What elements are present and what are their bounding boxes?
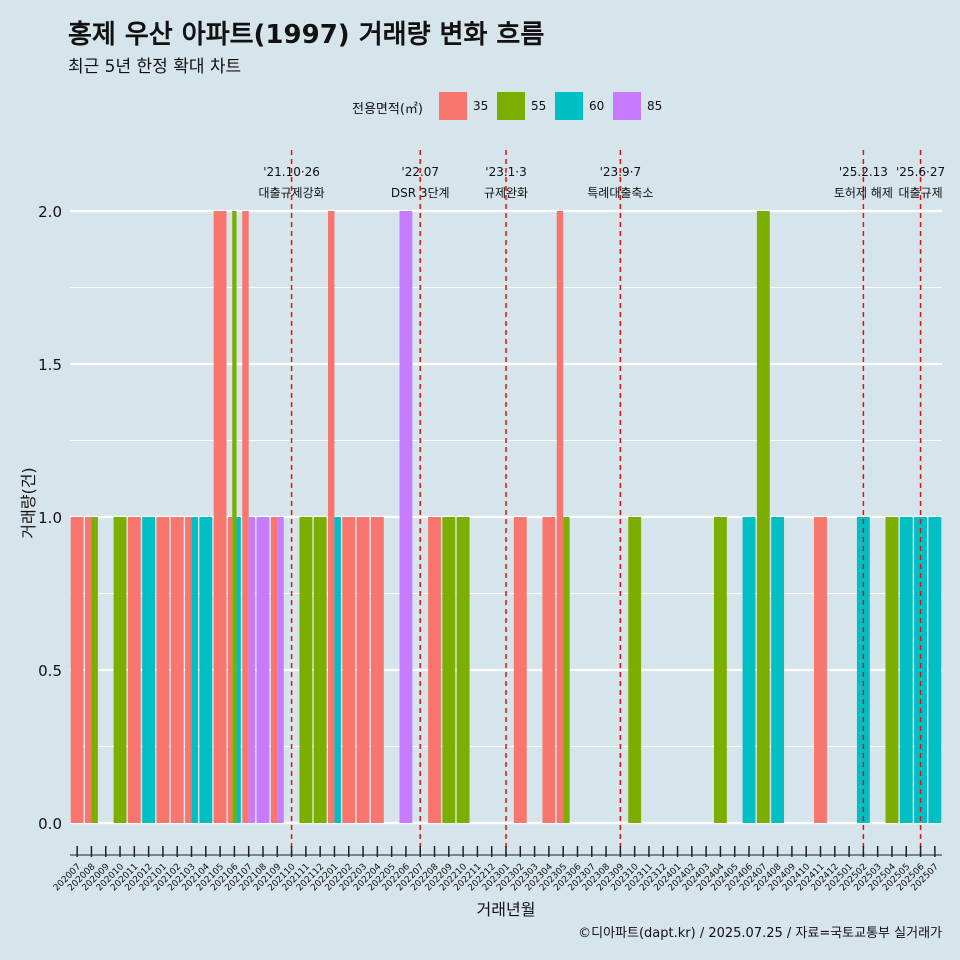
bar-202008-55 (91, 517, 98, 823)
x-axis-label: 거래년월 (477, 900, 536, 919)
bar-202201-35 (328, 211, 335, 823)
bar-202106-55 (232, 211, 237, 823)
bar-202302-35 (513, 517, 527, 823)
event-label-202301: 규제완화 (484, 186, 528, 200)
bar-202208-35 (428, 517, 441, 823)
bar-202305-55 (563, 517, 570, 823)
bar-202111-55 (299, 517, 313, 823)
event-date-202207: '22.07 (401, 165, 439, 179)
y-tick-label: 0.0 (38, 815, 62, 833)
bar-202101-35 (156, 517, 170, 823)
legend-swatch-55 (497, 92, 525, 120)
legend-title: 전용면적(㎡) (352, 102, 423, 117)
event-date-202110: '21.10·26 (263, 165, 320, 179)
event-date-202309: '23.9·7 (600, 165, 641, 179)
bar-202107-35 (242, 211, 249, 823)
bar-202404-55 (713, 517, 727, 823)
bar-202411-35 (814, 517, 827, 823)
event-label-202110: 대출규제강화 (258, 186, 324, 200)
chart-title: 홍제 우산 아파트(1997) 거래량 변화 흐름 (68, 20, 545, 50)
event-label-202207: DSR 3단계 (391, 186, 450, 200)
event-date-202301: '23.1·3 (485, 165, 526, 179)
bar-202202-35 (342, 517, 356, 823)
bar-202206-85 (399, 211, 413, 823)
bar-202210-55 (456, 517, 470, 823)
bar-202103-35 (185, 517, 192, 823)
bar-202108-85 (256, 517, 270, 823)
y-tick-label: 1.0 (38, 509, 62, 527)
legend-label-60: 60 (589, 99, 605, 113)
source-caption: ©디아파트(dapt.kr) / 2025.07.25 / 자료=국토교통부 실… (578, 926, 942, 941)
bar-202504-55 (885, 517, 899, 823)
bar-202012-60 (142, 517, 156, 823)
legend-label-55: 55 (531, 99, 547, 113)
bar-202506-60 (914, 517, 927, 823)
legend-label-85: 85 (647, 99, 663, 113)
bar-202408-60 (771, 517, 785, 823)
bar-202203-35 (356, 517, 370, 823)
bar-202304-35 (542, 517, 556, 823)
bar-202106-60 (236, 517, 241, 823)
bar-202305-35 (556, 211, 564, 823)
bar-202310-55 (628, 517, 642, 823)
bar-202505-60 (899, 517, 913, 823)
bar-202107-85 (248, 517, 256, 823)
bar-202112-55 (313, 517, 327, 823)
bar-202407-55 (756, 211, 770, 823)
bar-202103-60 (191, 517, 198, 823)
event-label-202502: 토허제 해제 (834, 186, 893, 200)
bar-202102-35 (170, 517, 184, 823)
y-tick-label: 0.5 (38, 662, 62, 680)
bar-202109-85 (277, 517, 284, 823)
bar-202507-60 (928, 517, 942, 823)
event-date-202506: '25.6·27 (896, 165, 945, 179)
event-date-202502: '25.2.13 (839, 165, 888, 179)
chart-subtitle: 최근 5년 한정 확대 차트 (68, 57, 242, 77)
bar-202010-55 (113, 517, 127, 823)
bar-202406-60 (742, 517, 756, 823)
bar-202204-35 (370, 517, 384, 823)
bar-202209-55 (442, 517, 456, 823)
y-tick-label: 2.0 (38, 203, 62, 221)
bar-202011-35 (127, 517, 141, 823)
bar-202502-60 (856, 517, 870, 823)
bar-202109-35 (270, 517, 278, 823)
bar-202008-35 (85, 517, 92, 823)
y-axis-label: 거래량(건) (19, 467, 38, 538)
bar-202106-35 (227, 517, 233, 823)
legend: 전용면적(㎡) 35 55 60 85 (0, 92, 960, 122)
bar-202007-35 (70, 517, 84, 823)
legend-swatch-60 (555, 92, 583, 120)
y-tick-label: 1.5 (38, 356, 62, 374)
event-label-202309: 특례대출축소 (587, 186, 653, 200)
legend-swatch-85 (613, 92, 641, 120)
event-label-202506: 대출규제 (898, 186, 942, 200)
bar-202104-60 (199, 517, 213, 823)
legend-label-35: 35 (473, 99, 489, 113)
bar-202105-35 (213, 211, 227, 823)
legend-swatch-35 (439, 92, 467, 120)
bar-202201-60 (334, 517, 341, 823)
